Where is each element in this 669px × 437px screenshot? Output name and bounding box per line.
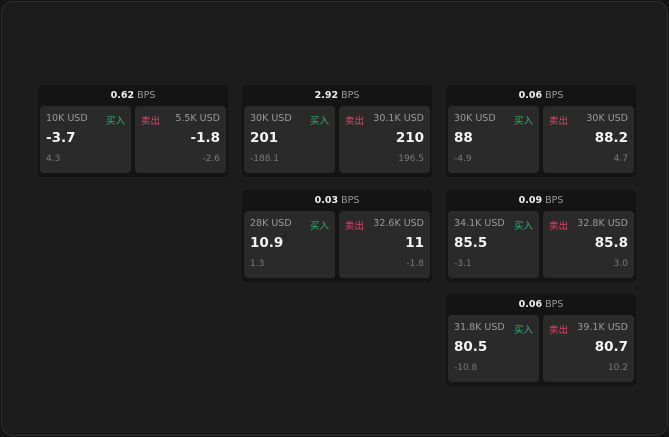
buy-panel[interactable]: 10K USD 买入 -3.7 4.3: [40, 106, 131, 173]
spread-value: 2.92: [314, 90, 339, 101]
bid-price: -3.7: [46, 130, 76, 146]
spread-unit: BPS: [545, 90, 564, 101]
spread-value: 0.06: [518, 299, 543, 310]
buy-label[interactable]: 买入: [309, 221, 329, 232]
quote-card: 2.92 BPS 30K USD 买入 201 -188.1 卖出 30.1K …: [242, 85, 432, 177]
bid-size: 34.1K USD: [454, 218, 505, 229]
sell-panel[interactable]: 卖出 30.1K USD 210 196.5: [339, 106, 430, 173]
spread-header: 0.03 BPS: [242, 190, 432, 211]
quote-card: 0.06 BPS 30K USD 买入 88 -4.9 卖出 30K USD 8…: [446, 85, 636, 177]
ask-size: 5.5K USD: [175, 113, 220, 124]
buy-panel[interactable]: 28K USD 买入 10.9 1.3: [244, 211, 335, 278]
spread-header: 0.62 BPS: [38, 85, 228, 106]
bid-size: 28K USD: [250, 218, 292, 229]
sell-panel[interactable]: 卖出 30K USD 88.2 4.7: [543, 106, 634, 173]
spread-unit: BPS: [341, 195, 360, 206]
ask-change: 3.0: [613, 259, 628, 269]
spread-header: 0.09 BPS: [446, 190, 636, 211]
bid-size: 10K USD: [46, 113, 88, 124]
ask-change: 196.5: [398, 154, 424, 164]
bid-change: -3.1: [454, 259, 472, 269]
ask-size: 39.1K USD: [577, 322, 628, 333]
ask-change: -1.8: [406, 259, 424, 269]
bid-change: 4.3: [46, 154, 61, 164]
sell-label[interactable]: 卖出: [549, 116, 569, 127]
ask-change: 10.2: [607, 363, 628, 373]
bid-price: 85.5: [454, 235, 488, 251]
bid-size: 31.8K USD: [454, 322, 505, 333]
ask-price: 80.7: [594, 339, 628, 355]
spread-unit: BPS: [341, 90, 360, 101]
sell-label[interactable]: 卖出: [345, 116, 365, 127]
spread-value: 0.62: [110, 90, 135, 101]
spread-value: 0.03: [314, 195, 339, 206]
ask-price: -1.8: [190, 130, 220, 146]
spread-unit: BPS: [545, 195, 564, 206]
sell-label[interactable]: 卖出: [345, 221, 365, 232]
ask-price: 88.2: [594, 130, 628, 146]
quote-card: 0.62 BPS 10K USD 买入 -3.7 4.3 卖出 5.5K USD…: [38, 85, 228, 177]
bid-change: -10.8: [454, 363, 478, 373]
quote-card: 0.03 BPS 28K USD 买入 10.9 1.3 卖出 32.6K US…: [242, 190, 432, 282]
bid-size: 30K USD: [250, 113, 292, 124]
spread-header: 0.06 BPS: [446, 85, 636, 106]
buy-panel[interactable]: 30K USD 买入 88 -4.9: [448, 106, 539, 173]
sell-label[interactable]: 卖出: [141, 116, 161, 127]
spread-header: 2.92 BPS: [242, 85, 432, 106]
bid-price: 10.9: [250, 235, 284, 251]
ask-change: -2.6: [202, 154, 220, 164]
bid-price: 201: [250, 130, 279, 146]
ask-size: 30.1K USD: [373, 113, 424, 124]
buy-panel[interactable]: 31.8K USD 买入 80.5 -10.8: [448, 315, 539, 382]
ask-price: 85.8: [594, 235, 628, 251]
sell-label[interactable]: 卖出: [549, 221, 569, 232]
sell-label[interactable]: 卖出: [549, 325, 569, 336]
bid-change: -188.1: [250, 154, 280, 164]
buy-label[interactable]: 买入: [105, 116, 125, 127]
ask-size: 32.8K USD: [577, 218, 628, 229]
spread-unit: BPS: [137, 90, 156, 101]
ask-size: 32.6K USD: [373, 218, 424, 229]
ask-change: 4.7: [613, 154, 628, 164]
buy-label[interactable]: 买入: [513, 116, 533, 127]
sell-panel[interactable]: 卖出 32.6K USD 11 -1.8: [339, 211, 430, 278]
buy-label[interactable]: 买入: [513, 221, 533, 232]
buy-panel[interactable]: 30K USD 买入 201 -188.1: [244, 106, 335, 173]
ask-size: 30K USD: [586, 113, 628, 124]
bid-price: 88: [454, 130, 473, 146]
spread-value: 0.06: [518, 90, 543, 101]
buy-label[interactable]: 买入: [513, 325, 533, 336]
quote-card: 0.09 BPS 34.1K USD 买入 85.5 -3.1 卖出 32.8K…: [446, 190, 636, 282]
bid-change: 1.3: [250, 259, 265, 269]
spread-value: 0.09: [518, 195, 543, 206]
quote-card: 0.06 BPS 31.8K USD 买入 80.5 -10.8 卖出 39.1…: [446, 294, 636, 386]
buy-label[interactable]: 买入: [309, 116, 329, 127]
bid-change: -4.9: [454, 154, 472, 164]
sell-panel[interactable]: 卖出 39.1K USD 80.7 10.2: [543, 315, 634, 382]
bid-size: 30K USD: [454, 113, 496, 124]
bid-price: 80.5: [454, 339, 488, 355]
spread-header: 0.06 BPS: [446, 294, 636, 315]
sell-panel[interactable]: 卖出 5.5K USD -1.8 -2.6: [135, 106, 226, 173]
buy-panel[interactable]: 34.1K USD 买入 85.5 -3.1: [448, 211, 539, 278]
ask-price: 210: [395, 130, 424, 146]
ask-price: 11: [405, 235, 424, 251]
sell-panel[interactable]: 卖出 32.8K USD 85.8 3.0: [543, 211, 634, 278]
spread-unit: BPS: [545, 299, 564, 310]
